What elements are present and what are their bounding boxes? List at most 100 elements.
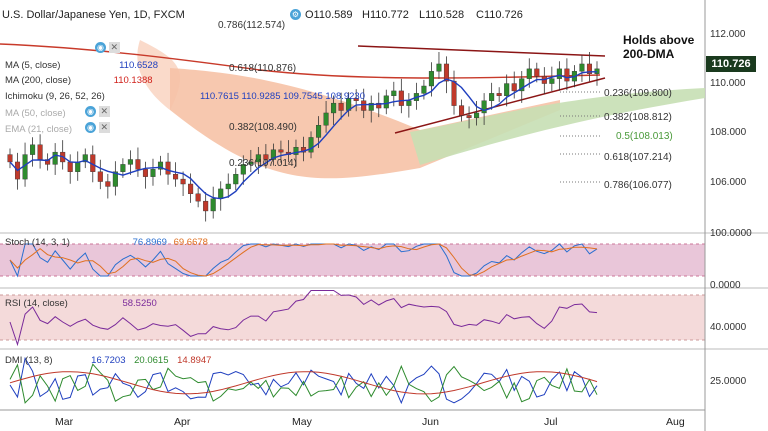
dmi-axis-25: 25.0000 — [710, 376, 747, 387]
low-value: L110.528 — [419, 9, 465, 21]
rsi-label: RSI (14, close) — [5, 298, 68, 309]
y-tick-112: 112.000 — [710, 29, 746, 40]
candle-body — [519, 78, 525, 92]
candle-body — [165, 161, 171, 175]
candle-body — [127, 159, 133, 165]
fib-lines — [560, 91, 600, 183]
dmi-minus-value: 20.0615 — [134, 355, 169, 366]
candle-body — [526, 68, 532, 79]
trend-lines — [357, 45, 606, 134]
chart-annotation: Holds above 200-DMA — [623, 33, 694, 61]
candle-body — [255, 154, 261, 163]
legend-ema21-eye-icon[interactable]: ◉ ✕ — [85, 122, 110, 133]
rsi-legend[interactable]: RSI (14, close) 58.5250 — [5, 298, 157, 309]
candle-body — [368, 102, 374, 111]
ma5-line — [9, 71, 597, 200]
candle-body — [52, 151, 58, 165]
y-tick-106: 106.000 — [710, 177, 747, 188]
stoch-lines — [9, 243, 598, 278]
candle-body — [383, 95, 389, 109]
candle-body — [203, 200, 209, 212]
candle-body — [504, 83, 510, 97]
candle-body — [157, 161, 164, 170]
candle-body — [97, 171, 103, 182]
candle-body — [120, 164, 126, 172]
legend-ma50-eye-icon[interactable]: ◉ ✕ — [85, 106, 110, 117]
candle-body — [443, 63, 450, 82]
legend-ma200-label: MA (200, close) — [5, 75, 71, 86]
candle-body — [308, 137, 314, 153]
legend-ma5[interactable]: MA (5, close) 110.6528 — [5, 60, 158, 71]
legend-ma5-value: 110.6528 — [119, 60, 158, 71]
candle-body — [323, 112, 329, 126]
candle-body — [278, 149, 284, 153]
fib-label-1: 0.786(112.574) — [218, 20, 286, 31]
candle-body — [586, 63, 593, 74]
fib-label-2: 0.618(110.876) — [229, 63, 297, 74]
x-tick-may: May — [292, 416, 312, 428]
candle-body — [270, 149, 276, 160]
settings-icon[interactable]: ⚙ — [290, 9, 301, 20]
candle-body — [534, 68, 540, 77]
cloud-bearish-left — [137, 40, 180, 110]
fib-label-5: 0.236(109.800) — [604, 88, 672, 99]
candle-body — [406, 100, 412, 106]
candle-body — [376, 102, 382, 109]
fib-label-9: 0.786(106.077) — [604, 180, 672, 191]
rsi-line — [9, 290, 598, 347]
candle-body — [338, 102, 344, 111]
candle-body — [466, 115, 472, 119]
stoch-legend[interactable]: Stoch (14, 3, 1) 76.8969 69.6678 — [5, 237, 208, 248]
symbol-title[interactable]: U.S. Dollar/Japanese Yen, 1D, FXCM — [2, 9, 185, 21]
candle-body — [398, 90, 404, 106]
candle-body — [105, 181, 111, 187]
stoch-d-value: 69.6678 — [173, 237, 208, 248]
candle-body — [195, 193, 201, 202]
candle-body — [45, 159, 51, 165]
rsi-path — [9, 290, 598, 347]
cloud-bullish — [410, 88, 705, 165]
stoch-k-value: 76.8969 — [132, 237, 167, 248]
legend-ema21[interactable]: EMA (21, close) — [5, 124, 72, 135]
lower-trendline — [394, 77, 606, 134]
x-tick-aug: Aug — [666, 416, 685, 428]
candle-body — [150, 169, 156, 177]
ma5-path — [9, 71, 597, 200]
y-tick-110: 110.000 — [710, 78, 746, 89]
legend-ma50[interactable]: MA (50, close) — [5, 108, 66, 119]
x-tick-mar: Mar — [55, 416, 74, 428]
dmi-adx-value: 14.8947 — [177, 355, 212, 366]
x-tick-jun: Jun — [422, 416, 439, 428]
fib-label-7: 0.5(108.013) — [616, 131, 673, 142]
rsi-value: 58.5250 — [122, 298, 157, 309]
candle-body — [459, 105, 465, 116]
candle-body — [142, 169, 148, 177]
rsi-band — [0, 295, 705, 340]
legend-ma200[interactable]: MA (200, close) 110.1388 — [5, 75, 153, 86]
legend-ichimoku-label: Ichimoku (9, 26, 52, 26) — [5, 91, 105, 102]
candle-body — [361, 100, 367, 111]
legend-ichimoku[interactable]: Ichimoku (9, 26, 52, 26) — [5, 91, 105, 102]
candle-body — [451, 80, 457, 106]
upper-trendline — [357, 45, 606, 57]
legend-extra-eye-icon[interactable]: ◉ ✕ — [95, 42, 120, 53]
candle-body — [67, 161, 73, 172]
candle-body — [225, 183, 231, 190]
fib-label-6: 0.382(108.812) — [604, 112, 672, 123]
close-value: C110.726 — [476, 9, 523, 21]
rsi-axis-40: 40.0000 — [710, 322, 747, 333]
candle-body — [180, 178, 186, 185]
candle-body — [331, 102, 337, 114]
dmi-legend[interactable]: DMI (13, 8) 16.7203 20.0615 14.8947 — [5, 355, 211, 366]
stoch-label: Stoch (14, 3, 1) — [5, 237, 70, 248]
dmi-plus-value: 16.7203 — [91, 355, 126, 366]
candle-body — [293, 147, 299, 155]
candle-body — [248, 161, 254, 165]
candle-body — [37, 144, 43, 160]
candle-body — [496, 93, 502, 96]
y-tick-108: 108.000 — [710, 127, 747, 138]
open-value: O110.589 — [305, 9, 353, 21]
candle-body — [173, 173, 179, 180]
candle-body — [556, 68, 562, 79]
